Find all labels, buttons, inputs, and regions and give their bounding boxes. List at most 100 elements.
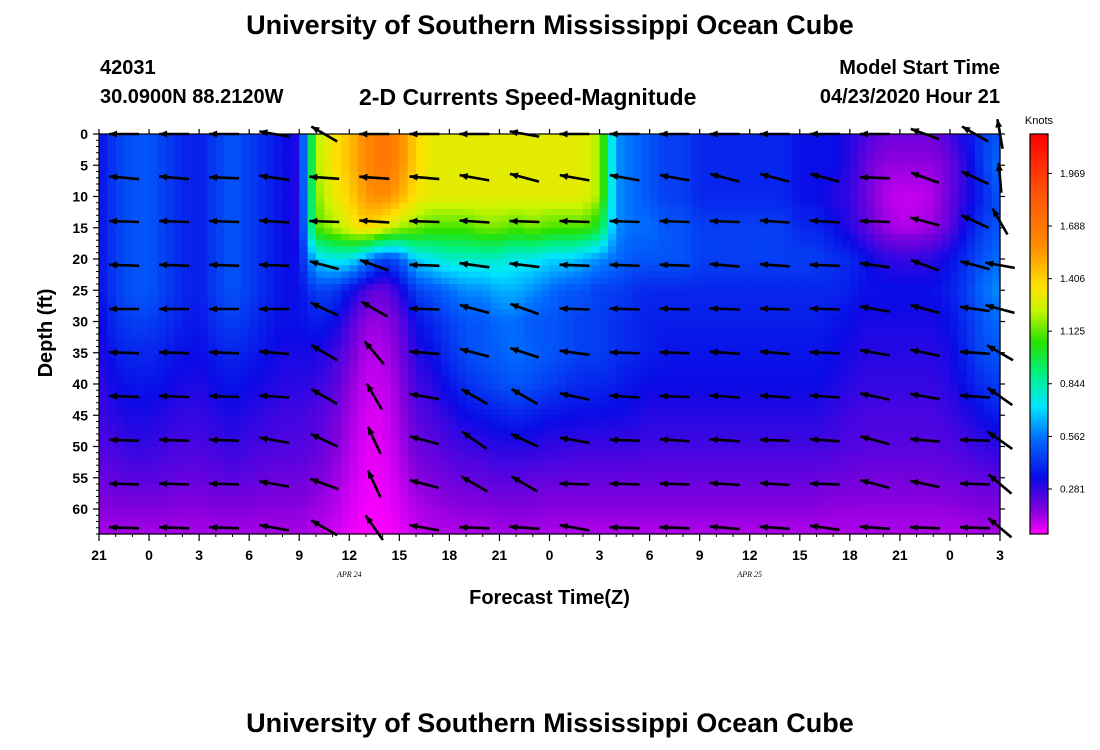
heat-cell bbox=[632, 309, 642, 316]
heat-cell bbox=[424, 359, 434, 366]
heat-cell bbox=[324, 365, 334, 373]
heat-cell bbox=[382, 259, 392, 266]
heat-cell bbox=[974, 265, 984, 273]
heat-cell bbox=[382, 396, 392, 404]
heat-cell bbox=[799, 365, 809, 373]
heat-cell bbox=[691, 309, 701, 316]
heat-cell bbox=[224, 321, 234, 329]
heat-cell bbox=[182, 271, 192, 279]
heat-cell bbox=[691, 402, 701, 410]
heat-cell bbox=[666, 396, 676, 404]
heat-cell bbox=[607, 190, 617, 198]
heat-cell bbox=[182, 371, 192, 379]
heat-cell bbox=[674, 284, 684, 291]
heat-cell bbox=[599, 140, 609, 148]
heat-cell bbox=[449, 240, 459, 248]
heat-cell bbox=[883, 146, 893, 154]
heat-cell bbox=[507, 327, 517, 335]
heat-cell bbox=[165, 265, 175, 273]
heat-cell bbox=[190, 246, 200, 254]
heat-cell bbox=[399, 152, 409, 160]
heat-cell bbox=[766, 152, 776, 160]
heat-cell bbox=[691, 202, 701, 210]
heat-cell bbox=[499, 296, 509, 304]
heat-cell bbox=[416, 365, 425, 373]
heat-cell bbox=[566, 359, 576, 366]
heat-cell bbox=[716, 371, 726, 379]
heat-cell bbox=[674, 334, 684, 341]
heat-cell bbox=[741, 215, 751, 223]
heat-cell bbox=[207, 146, 217, 154]
heat-cell bbox=[941, 259, 951, 266]
heat-cell bbox=[399, 409, 409, 416]
heat-cell bbox=[399, 377, 409, 385]
heat-cell bbox=[849, 290, 859, 298]
heat-cell bbox=[607, 296, 617, 304]
heat-cell bbox=[949, 309, 959, 316]
heat-cell bbox=[574, 284, 584, 291]
heat-cell bbox=[115, 196, 125, 204]
heat-cell bbox=[966, 334, 976, 341]
heat-cell bbox=[874, 309, 884, 316]
heat-cell bbox=[265, 234, 275, 241]
heat-cell bbox=[215, 309, 225, 316]
heat-cell bbox=[390, 196, 400, 204]
heat-cell bbox=[824, 409, 834, 416]
heat-cell bbox=[599, 152, 609, 160]
heat-cell bbox=[374, 184, 384, 191]
heat-cell bbox=[149, 177, 158, 185]
heat-cell bbox=[132, 227, 142, 235]
heat-cell bbox=[282, 215, 292, 223]
heat-cell bbox=[174, 421, 184, 429]
heat-cell bbox=[349, 402, 359, 410]
heat-cell bbox=[766, 165, 776, 173]
heat-cell bbox=[541, 334, 551, 341]
heat-cell bbox=[374, 321, 384, 329]
heat-cell bbox=[774, 390, 784, 398]
heat-cell bbox=[591, 390, 601, 398]
heat-cell bbox=[424, 259, 434, 266]
heat-cell bbox=[174, 240, 184, 248]
heat-cell bbox=[232, 140, 242, 148]
heat-cell bbox=[332, 171, 342, 179]
heat-cell bbox=[340, 340, 350, 348]
heat-cell bbox=[107, 327, 117, 335]
heat-cell bbox=[532, 359, 542, 366]
heat-cell bbox=[816, 246, 826, 254]
heat-cell bbox=[165, 165, 175, 173]
heat-cell bbox=[140, 215, 150, 223]
heat-cell bbox=[591, 321, 601, 329]
heat-cell bbox=[833, 284, 843, 291]
heat-cell bbox=[499, 365, 509, 373]
heat-cell bbox=[457, 202, 467, 210]
heat-cell bbox=[449, 259, 459, 266]
heat-cell bbox=[499, 284, 509, 291]
heat-cell bbox=[841, 221, 851, 229]
heat-cell bbox=[599, 221, 609, 229]
heat-cell bbox=[582, 146, 592, 154]
heat-cell bbox=[824, 152, 834, 160]
heat-cell bbox=[682, 152, 692, 160]
heat-cell bbox=[524, 246, 534, 254]
heat-cell bbox=[432, 152, 442, 160]
heat-cell bbox=[382, 340, 392, 348]
heat-cell bbox=[566, 396, 576, 404]
heat-cell bbox=[132, 377, 142, 385]
heat-cell bbox=[124, 302, 133, 310]
heat-cell bbox=[274, 265, 284, 273]
heat-cell bbox=[949, 146, 959, 154]
heat-cell bbox=[149, 227, 158, 235]
heat-cell bbox=[174, 309, 184, 316]
heat-cell bbox=[432, 202, 442, 210]
heat-cell bbox=[991, 240, 1001, 248]
heat-cell bbox=[474, 302, 484, 310]
heat-cell bbox=[315, 202, 325, 210]
heat-cell bbox=[432, 165, 442, 173]
heat-cell bbox=[407, 409, 417, 416]
heat-cell bbox=[416, 409, 425, 416]
heat-cell bbox=[382, 327, 392, 335]
heat-cell bbox=[232, 165, 242, 173]
heat-cell bbox=[666, 321, 676, 329]
heat-cell bbox=[632, 146, 642, 154]
heat-cell bbox=[866, 140, 876, 148]
